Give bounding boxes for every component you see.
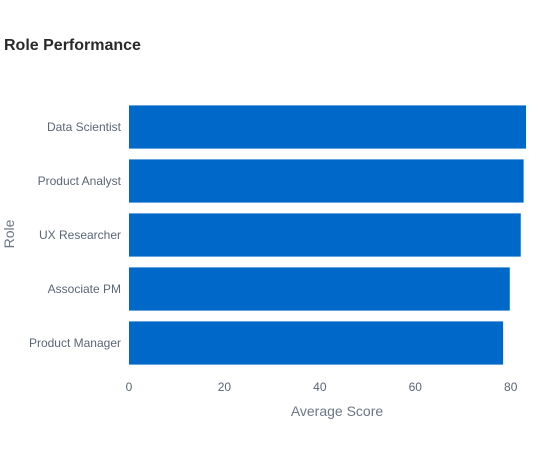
bar-data-scientist[interactable] (129, 105, 526, 149)
y-tick-label: Associate PM (48, 282, 121, 296)
x-tick-label: 20 (218, 380, 232, 394)
y-tick-labels: Data Scientist Product Analyst UX Research… (29, 120, 122, 350)
bar-product-manager[interactable] (129, 321, 504, 365)
bar-associate-pm[interactable] (129, 267, 510, 311)
x-tick-label: 40 (313, 380, 327, 394)
y-tick-label: UX Researcher (39, 228, 121, 242)
y-axis-title: Role (1, 219, 17, 248)
x-tick-labels: 0 20 40 60 80 (126, 380, 518, 394)
x-tick-label: 60 (409, 380, 423, 394)
bar-ux-researcher[interactable] (129, 213, 521, 257)
bar-product-analyst[interactable] (129, 159, 524, 203)
x-axis-title: Average Score (291, 403, 384, 419)
bars-layer (129, 105, 526, 365)
y-tick-label: Product Analyst (38, 174, 122, 188)
x-tick-label: 0 (126, 380, 133, 394)
chart-title: Role Performance (4, 37, 141, 54)
y-tick-label: Product Manager (29, 336, 121, 350)
y-tick-label: Data Scientist (47, 120, 122, 134)
x-tick-label: 80 (504, 380, 518, 394)
